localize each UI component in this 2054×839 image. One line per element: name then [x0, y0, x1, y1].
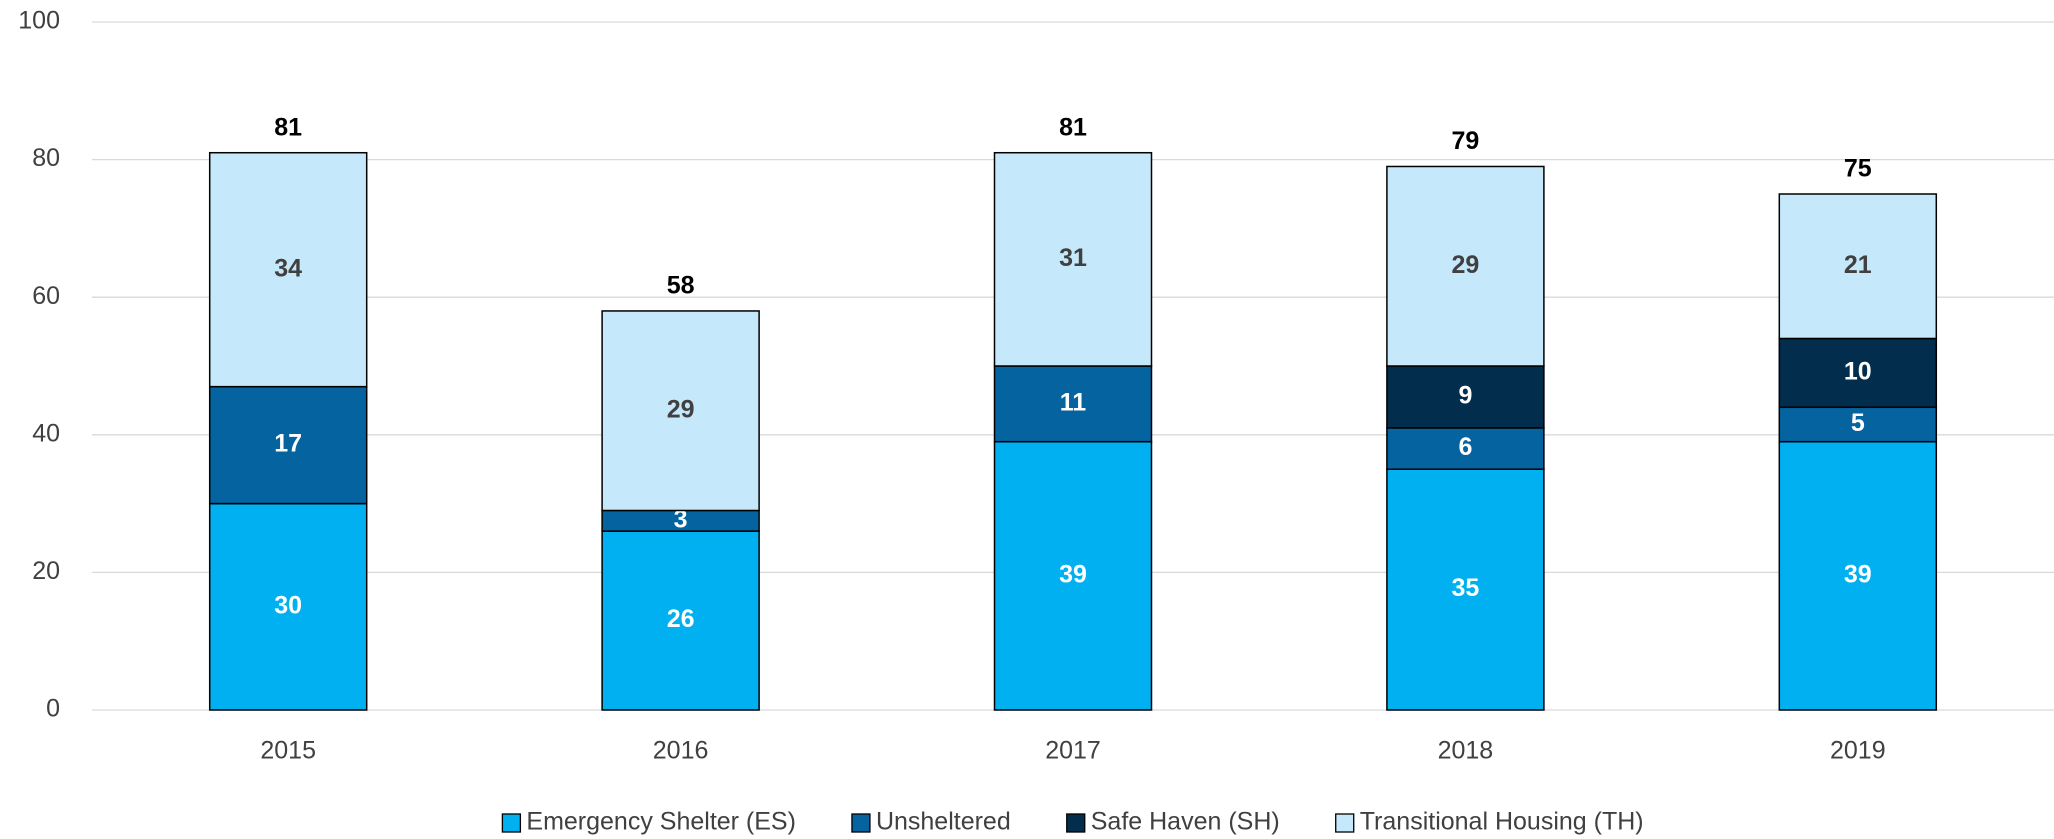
- y-tick-label: 100: [18, 7, 60, 35]
- data-label: 10: [1844, 357, 1872, 385]
- bar-segment: [993, 151, 1153, 367]
- total-label: 79: [1451, 127, 1479, 155]
- bar-segment: [1778, 337, 1938, 409]
- bar-segment: [1386, 165, 1545, 367]
- data-label: 29: [667, 395, 695, 423]
- bar-segment: [601, 310, 760, 512]
- bar-segment: [1778, 440, 1938, 711]
- legend-label: Transitional Housing (TH): [1360, 808, 1644, 836]
- y-tick-label: 40: [32, 419, 60, 447]
- legend-label: Unsheltered: [876, 808, 1011, 836]
- bar-segment: [208, 502, 368, 711]
- total-label: 58: [667, 272, 695, 300]
- bar-segment: [1778, 406, 1938, 443]
- bar-segment: [1386, 468, 1545, 711]
- x-tick-label: 2017: [1045, 737, 1101, 765]
- bar-segment: [1386, 427, 1545, 470]
- legend-label: Emergency Shelter (ES): [526, 808, 796, 836]
- legend-label: Safe Haven (SH): [1091, 808, 1280, 836]
- data-label: 26: [667, 605, 695, 633]
- total-label: 81: [274, 113, 302, 141]
- legend-item: Unsheltered: [851, 808, 1011, 836]
- legend-swatch: [1335, 813, 1355, 833]
- legend-swatch: [851, 813, 871, 833]
- x-tick-label: 2018: [1438, 737, 1494, 765]
- data-label: 3: [674, 505, 688, 533]
- bar-segment: [993, 365, 1153, 443]
- data-label: 17: [274, 430, 302, 458]
- y-tick-label: 20: [32, 557, 60, 585]
- data-label: 30: [274, 591, 302, 619]
- x-tick-label: 2019: [1830, 737, 1886, 765]
- data-label: 6: [1458, 433, 1472, 461]
- bar-segment: [208, 151, 368, 388]
- legend-item: Transitional Housing (TH): [1335, 808, 1644, 836]
- total-label: 81: [1059, 113, 1087, 141]
- y-tick-label: 0: [46, 695, 60, 723]
- y-tick-label: 80: [32, 144, 60, 172]
- bar-segment: [208, 385, 368, 505]
- data-label: 35: [1451, 574, 1479, 602]
- data-label: 31: [1059, 244, 1087, 272]
- data-label: 21: [1844, 251, 1872, 279]
- legend-swatch: [501, 813, 522, 833]
- bar-segment: [1778, 193, 1938, 340]
- bar-segment: [1386, 365, 1545, 429]
- legend-swatch: [1066, 813, 1086, 833]
- data-label: 34: [274, 254, 302, 282]
- bar-segment: [993, 440, 1153, 711]
- total-label: 75: [1844, 155, 1872, 183]
- data-label: 9: [1458, 382, 1472, 410]
- y-tick-label: 60: [32, 282, 60, 310]
- x-tick-label: 2016: [653, 737, 709, 765]
- legend-item: Emergency Shelter (ES): [501, 808, 796, 836]
- data-label: 39: [1059, 560, 1087, 588]
- data-label: 29: [1451, 251, 1479, 279]
- data-label: 39: [1844, 560, 1872, 588]
- data-label: 5: [1851, 409, 1865, 437]
- data-label: 11: [1060, 388, 1087, 416]
- legend-item: Safe Haven (SH): [1066, 808, 1280, 836]
- x-tick-label: 2015: [260, 737, 316, 765]
